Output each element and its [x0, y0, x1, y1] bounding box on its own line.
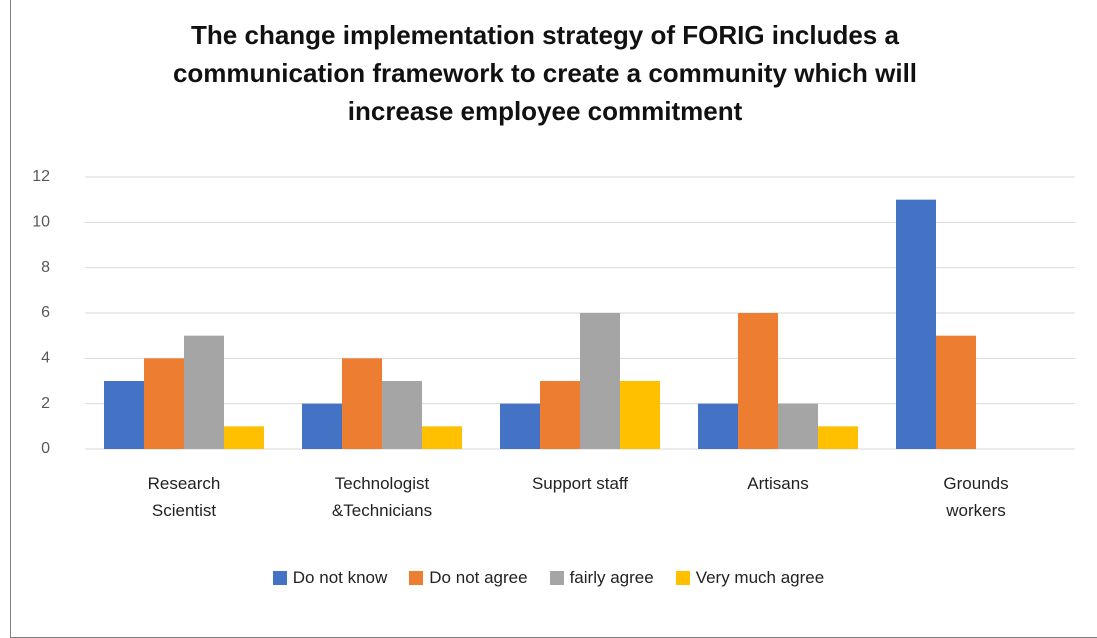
x-tick-label: Research Scientist [147, 474, 221, 520]
bar [342, 358, 382, 449]
bar [224, 426, 264, 449]
bar [500, 403, 540, 449]
bar [144, 358, 184, 449]
bar [936, 335, 976, 449]
bar [580, 313, 620, 449]
legend-label: fairly agree [569, 568, 654, 587]
bar [698, 403, 738, 449]
y-tick-label: 12 [32, 168, 50, 185]
legend-swatch [409, 571, 424, 585]
bar [302, 403, 342, 449]
bar [184, 335, 224, 449]
bar [778, 403, 818, 449]
legend-label: Very much agree [695, 568, 825, 587]
y-tick-label: 4 [41, 350, 50, 367]
chart-title: The change implementation strategy of FO… [172, 20, 918, 126]
y-tick-label: 8 [41, 259, 50, 276]
legend-item: Do not know [272, 568, 388, 588]
bar [540, 381, 580, 449]
legend-label: Do not agree [429, 568, 528, 587]
bar [896, 199, 936, 449]
legend-swatch [272, 571, 287, 585]
y-tick-label: 2 [41, 395, 50, 412]
legend-swatch [675, 571, 690, 585]
x-tick-label: Support staff [531, 474, 629, 493]
legend-item: Very much agree [675, 568, 825, 588]
legend-item: fairly agree [549, 568, 654, 588]
legend: Do not know Do not agree fairly agree Very … [0, 568, 1097, 588]
y-tick-label: 0 [41, 440, 50, 457]
y-tick-label: 10 [32, 214, 50, 231]
y-tick-label: 6 [41, 304, 50, 321]
bar [738, 313, 778, 449]
x-tick-label: Grounds workers [943, 474, 1009, 520]
bar [382, 381, 422, 449]
bar [620, 381, 660, 449]
legend-swatch [549, 571, 564, 585]
x-tick-label: Artisans [747, 474, 809, 493]
x-tick-label: Technologist &Technicians [331, 474, 433, 520]
bar [818, 426, 858, 449]
bar [104, 381, 144, 449]
legend-label: Do not know [292, 568, 388, 587]
chart: 0 2 4 6 8 10 12 [32, 168, 1075, 457]
bar [422, 426, 462, 449]
legend-item: Do not agree [409, 568, 528, 588]
